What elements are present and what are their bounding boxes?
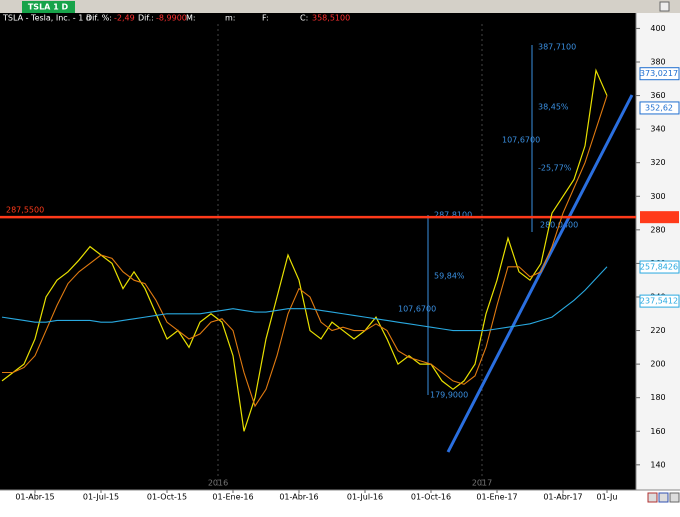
year-label: 2017 <box>472 479 492 488</box>
x-tick-label: 01-Oct-16 <box>411 493 451 502</box>
x-tick-label: 01-Abr-16 <box>279 493 318 502</box>
y-tick-label: 160 <box>650 427 665 436</box>
close-button[interactable] <box>659 1 670 12</box>
y-axis-panel <box>636 13 680 490</box>
y-tick-label: 300 <box>650 192 665 201</box>
y-tick-label: 380 <box>650 57 665 66</box>
plot-area <box>0 13 636 490</box>
header-label: Dif. %: <box>86 14 112 23</box>
y-tick-label: 220 <box>650 326 665 335</box>
annotation: 287,8100 <box>434 211 472 220</box>
series-line <box>2 95 608 408</box>
x-tick-label: 01-Abr-15 <box>15 493 54 502</box>
value-box <box>640 211 679 224</box>
y-tick-label: 320 <box>650 158 665 167</box>
y-tick-label: 280 <box>650 225 665 234</box>
header-label: M: <box>186 14 196 23</box>
x-tick-label: 01-Oct-15 <box>147 493 187 502</box>
annotation: 179,9000 <box>430 391 468 400</box>
tab-label[interactable]: TSLA 1 D <box>28 3 69 12</box>
y-tick-label: 360 <box>650 91 665 100</box>
annotation: 38,45% <box>538 103 569 112</box>
y-tick-label: 180 <box>650 393 665 402</box>
y-tick-label: 400 <box>650 24 665 33</box>
h-line-label: 287,5500 <box>6 206 44 215</box>
x-tick-label: 01-Ene-17 <box>476 493 517 502</box>
icon[interactable] <box>669 492 680 503</box>
x-tick-label: 01-Ju <box>597 493 618 502</box>
icon[interactable] <box>658 492 669 503</box>
annotation: 107,6700 <box>398 305 436 314</box>
header-label: Dif.: <box>138 14 154 23</box>
header-value: -2,49 <box>114 14 135 23</box>
annotation: 107,6700 <box>502 136 540 145</box>
tab-bar <box>0 0 680 13</box>
year-label: 2016 <box>208 479 228 488</box>
header-label: F: <box>262 14 269 23</box>
header-label: m: <box>225 14 236 23</box>
header-value: -8,9900 <box>156 14 187 23</box>
header-symbol: TSLA - Tesla, Inc. - 1 d <box>2 14 91 23</box>
x-tick-label: 01-Jul-15 <box>83 493 119 502</box>
trend-line[interactable] <box>446 94 634 453</box>
annotation: 387,7100 <box>538 43 576 52</box>
header-value: 358,5100 <box>312 14 350 23</box>
x-axis-panel <box>0 490 680 513</box>
tab[interactable] <box>22 1 75 13</box>
y-tick-label: 340 <box>650 125 665 134</box>
x-tick-label: 01-Jul-16 <box>347 493 383 502</box>
value-box-label: 373,0217 <box>640 69 678 78</box>
x-tick-label: 01-Ene-16 <box>212 493 253 502</box>
icon[interactable] <box>647 492 658 503</box>
value-box-label: 237,5412 <box>640 297 678 306</box>
value-box <box>639 260 680 274</box>
value-box-label: 257,8426 <box>640 263 678 272</box>
value-box-label: 352,62 <box>645 103 673 112</box>
annotation: 59,84% <box>434 272 465 281</box>
series-line <box>1 68 608 432</box>
annotation: -25,77% <box>538 164 572 173</box>
header-label: C: <box>300 14 308 23</box>
value-box <box>639 294 680 308</box>
x-tick-label: 01-Abr-17 <box>543 493 582 502</box>
y-tick-label: 140 <box>650 460 665 469</box>
y-tick-label: 200 <box>650 360 665 369</box>
value-box <box>639 67 680 81</box>
series-line <box>1 266 608 332</box>
value-box <box>639 101 680 115</box>
